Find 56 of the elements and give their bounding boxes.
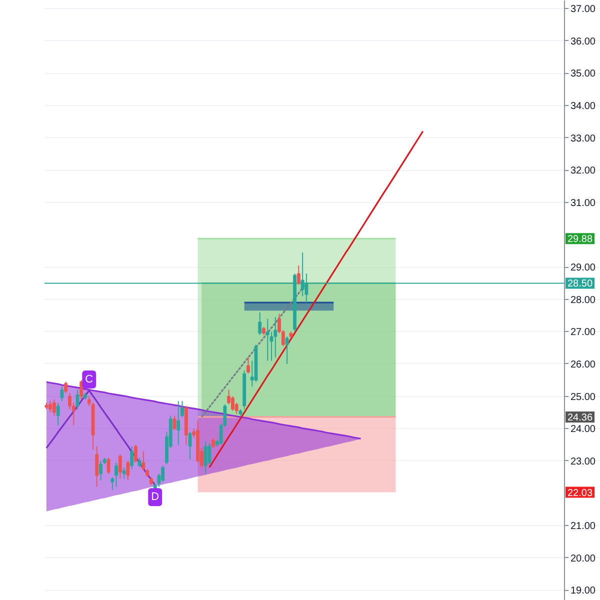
candlestick xyxy=(212,438,216,448)
candlestick xyxy=(138,457,142,468)
y-tick-label: 28.00 xyxy=(570,294,596,306)
candlestick xyxy=(274,316,278,358)
candlestick xyxy=(176,400,180,446)
y-tick-label: 23.00 xyxy=(570,456,596,468)
candlestick xyxy=(99,460,102,481)
candlestick xyxy=(130,446,134,470)
annotation: 22.03 xyxy=(568,488,593,499)
y-tick-label: 37.00 xyxy=(570,4,596,16)
candlestick xyxy=(258,312,262,336)
y-tick-label: 20.00 xyxy=(570,553,596,564)
y-tick-label: 31.00 xyxy=(570,198,596,209)
candlestick xyxy=(118,454,122,480)
y-tick-label: 25.00 xyxy=(570,392,596,403)
candlestick xyxy=(56,402,60,426)
y-tick-label: 26.00 xyxy=(570,359,596,370)
candlestick xyxy=(134,444,138,464)
data-label: C xyxy=(85,373,94,386)
y-tick-label: 33.00 xyxy=(570,133,596,144)
candlestick xyxy=(142,450,146,472)
y-tick-label: 24.00 xyxy=(570,424,596,436)
candlestick xyxy=(106,457,110,474)
y-tick-label: 35.00 xyxy=(570,68,596,80)
candlestick xyxy=(204,441,208,474)
candlestick xyxy=(76,389,80,410)
line-series xyxy=(208,130,424,468)
candlestick xyxy=(64,381,68,394)
candlestick xyxy=(122,466,126,480)
candlestick xyxy=(285,336,289,364)
candlestick xyxy=(52,399,56,416)
candlestick xyxy=(95,446,99,488)
candlestick xyxy=(188,431,192,460)
candlestick xyxy=(60,386,64,402)
candlestick xyxy=(80,380,84,400)
annotation: 24.36 xyxy=(568,412,593,424)
y-tick-label: 34.00 xyxy=(570,101,596,112)
y-tick-label: 32.00 xyxy=(570,166,596,177)
candlestick xyxy=(172,415,176,431)
candlestick xyxy=(246,357,250,374)
line-series xyxy=(46,390,156,486)
candlestick xyxy=(126,460,130,481)
y-tick-label: 29.00 xyxy=(570,262,596,274)
y-tick-label: 27.00 xyxy=(570,327,596,338)
data-label: D xyxy=(151,491,160,504)
candlestick xyxy=(114,462,118,488)
candlestick xyxy=(296,264,300,286)
candlestick xyxy=(208,442,212,465)
annotation: 29.88 xyxy=(568,234,593,246)
candlestick xyxy=(110,476,114,490)
candlestick xyxy=(48,400,52,413)
y-tick-label: 21.00 xyxy=(570,521,596,532)
y-tick-label: 19.00 xyxy=(570,586,596,597)
ref-line-label: 28.50 xyxy=(568,278,593,290)
y-tick-label: 36.00 xyxy=(570,36,596,48)
candlestick xyxy=(266,318,270,362)
